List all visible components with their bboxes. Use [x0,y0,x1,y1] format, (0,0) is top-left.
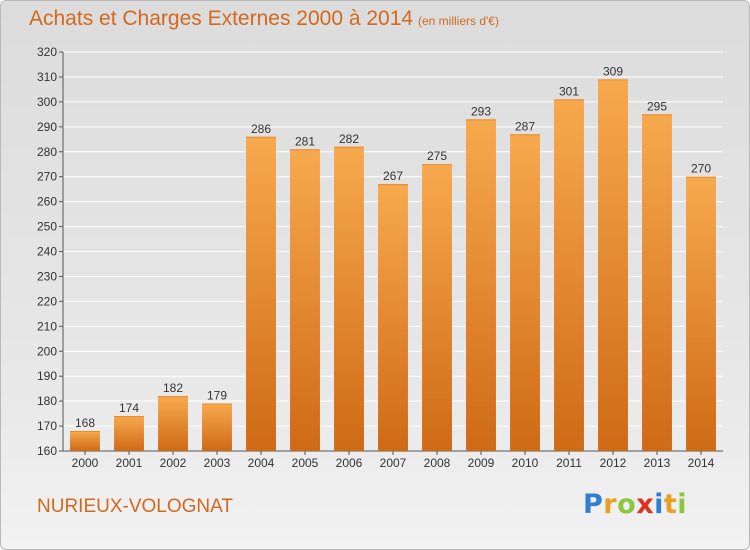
logo-letter: r [603,489,618,520]
x-tick-label: 2001 [116,456,143,470]
data-labels: 168 174 182 179 286 281 282 267 275 293 287 301 309 2… [75,64,711,430]
data-label: 174 [119,401,139,415]
bar [70,431,100,451]
y-tick-label: 300 [37,95,57,109]
data-label: 179 [207,389,227,403]
data-label: 182 [163,381,183,395]
bar [510,134,540,451]
y-tick-label: 290 [37,120,57,134]
bar [686,176,716,451]
x-tick-label: 2000 [72,456,99,470]
y-tick-label: 310 [37,70,57,84]
bar [422,164,452,451]
y-tick-label: 180 [37,394,57,408]
x-tick-label: 2010 [512,456,539,470]
y-tick-label: 200 [37,344,57,358]
chart-title: Achats et Charges Externes 2000 à 2014 [29,7,414,30]
bar [158,396,188,451]
data-label: 281 [295,134,315,148]
data-label: 270 [691,162,711,176]
x-tick-label: 2014 [688,456,715,470]
x-tick-label: 2008 [424,456,451,470]
bar [202,403,232,451]
data-label: 295 [647,99,667,113]
x-tick-label: 2004 [248,456,275,470]
axes: 160 170 180 190 200 210 220 230 240 250 260 270 280 2… [37,45,723,470]
y-tick-label: 260 [37,195,57,209]
x-tick-label: 2003 [204,456,231,470]
data-label: 282 [339,132,359,146]
x-tick-label: 2005 [292,456,319,470]
bar [554,99,584,451]
bar [642,114,672,451]
data-label: 275 [427,149,447,163]
data-label: 309 [603,64,623,78]
bar [378,184,408,451]
data-label: 286 [251,122,271,136]
bar [598,79,628,452]
y-tick-label: 160 [37,444,57,458]
bar [290,149,320,451]
y-tick-label: 230 [37,269,57,283]
x-tick-label: 2009 [468,456,495,470]
y-tick-label: 210 [37,319,57,333]
y-tick-label: 270 [37,170,57,184]
logo-letter: t [663,489,678,520]
bar [466,119,496,452]
proxiti-logo: Proxiti [583,489,687,520]
x-tick-label: 2006 [336,456,363,470]
bar [246,136,276,451]
x-tick-label: 2012 [600,456,627,470]
y-tick-label: 220 [37,294,57,308]
y-tick-label: 280 [37,145,57,159]
data-label: 267 [383,169,403,183]
y-tick-label: 240 [37,245,57,259]
logo-letter: i [654,489,664,520]
y-tick-label: 190 [37,369,57,383]
bar [114,416,144,451]
x-tick-label: 2002 [160,456,187,470]
x-tick-label: 2007 [380,456,407,470]
logo-letter: i [677,489,688,520]
data-label: 301 [559,84,579,98]
y-tick-label: 170 [37,419,57,433]
y-tick-label: 250 [37,220,57,234]
data-label: 168 [75,416,95,430]
chart-subtitle: (en milliers d'€) [418,14,499,28]
x-tick-label: 2011 [556,456,582,470]
bar [334,146,364,451]
commune-name: NURIEUX-VOLOGNAT [37,496,234,517]
data-label: 287 [515,119,535,133]
bars [70,79,716,452]
data-label: 293 [471,104,491,118]
logo-letter: P [583,489,604,520]
logo-letter: o [617,489,637,520]
logo-letter: x [636,489,655,520]
y-tick-label: 320 [37,45,57,59]
x-tick-label: 2013 [644,456,671,470]
